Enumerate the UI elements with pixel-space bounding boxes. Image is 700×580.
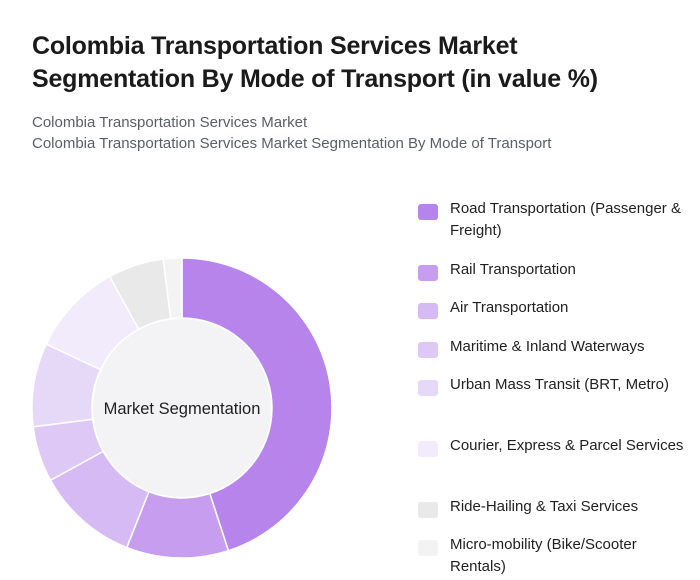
donut-slice-8 [162, 257, 183, 320]
legend-item: Courier, Express & Parcel Services [418, 435, 688, 457]
legend-swatch [418, 540, 438, 556]
legend-swatch [418, 204, 438, 220]
legend-label: Courier, Express & Parcel Services [450, 437, 684, 454]
legend-label: Rail Transportation [450, 261, 576, 278]
legend-label: Micro-mobility (Bike/Scooter Rentals) [450, 536, 637, 575]
donut-center [93, 319, 271, 497]
legend-item: Air Transportation [418, 297, 688, 319]
legend-item: Road Transportation (Passenger & Freight… [418, 198, 688, 242]
legend-label: Maritime & Inland Waterways [450, 338, 645, 355]
legend-item: Urban Mass Transit (BRT, Metro) [418, 374, 688, 396]
chart-subtitle-segmentation: Colombia Transportation Services Market … [32, 135, 552, 152]
chart-title: Colombia Transportation Services Market … [32, 32, 598, 93]
legend-item: Rail Transportation [418, 259, 688, 281]
legend-label: Urban Mass Transit (BRT, Metro) [450, 376, 669, 393]
legend-swatch [418, 502, 438, 518]
legend-swatch [418, 303, 438, 319]
legend-item: Maritime & Inland Waterways [418, 336, 688, 358]
legend-swatch [418, 265, 438, 281]
donut-slice-1 [181, 257, 333, 552]
donut-chart-svg: Market Segmentation [31, 257, 333, 559]
legend-label: Air Transportation [450, 299, 569, 316]
legend-label: Road Transportation (Passenger & Freight… [450, 200, 681, 239]
donut-center-label: Market Segmentation [104, 400, 261, 418]
legend-label: Ride-Hailing & Taxi Services [450, 498, 639, 515]
legend-item: Micro-mobility (Bike/Scooter Rentals) [418, 534, 688, 578]
legend-item: Ride-Hailing & Taxi Services [418, 496, 688, 518]
chart-subtitle-market: Colombia Transportation Services Market [32, 114, 308, 131]
legend-swatch [418, 380, 438, 396]
legend-swatch [418, 441, 438, 457]
legend-swatch [418, 342, 438, 358]
donut-chart: Market Segmentation [26, 252, 338, 564]
